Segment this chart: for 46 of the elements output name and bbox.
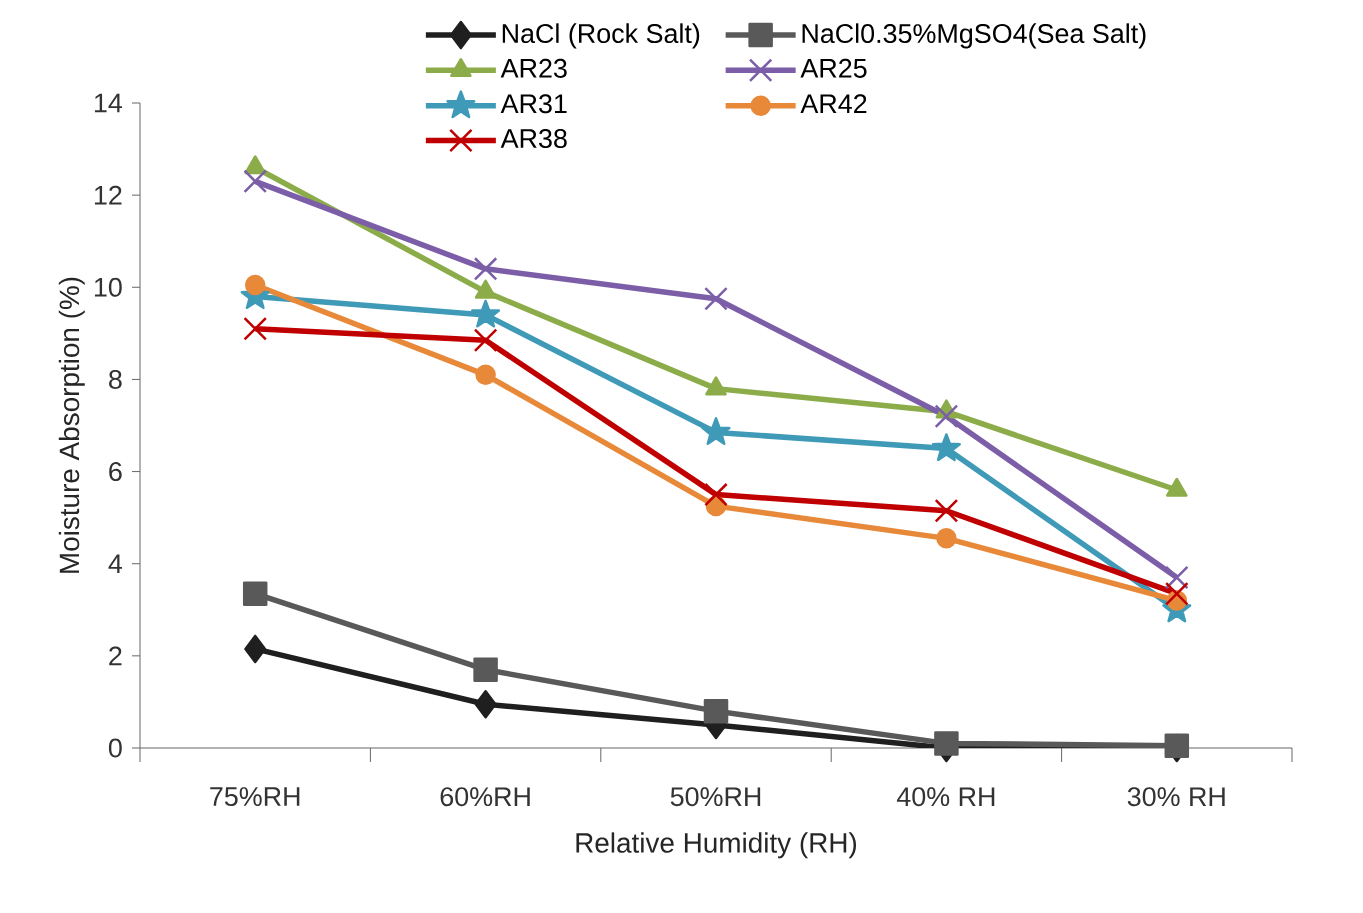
point [1164,581,1189,606]
y-tick-label: 10 [94,277,122,297]
y-tick-label: 12 [94,185,122,205]
point [701,417,731,445]
point [1164,565,1189,590]
point [474,689,497,719]
y-tick-label: 0 [108,738,122,758]
y-tick-label: 6 [109,462,122,482]
point [473,256,498,281]
legend-label: AR42 [800,94,867,114]
point [471,299,501,328]
point [1164,733,1190,758]
point [934,731,959,756]
y-tick-label: 4 [108,554,123,573]
x-axis-title: Relative Humidity (RH) [576,832,857,859]
point [473,328,498,353]
point [242,581,268,606]
point [934,404,959,429]
y-axis-title: Moisture Absorption (%) [58,277,85,573]
y-tick-label: 8 [109,369,122,389]
legend-label: AR31 [500,94,567,114]
point [475,364,496,386]
x-tick-label: 50%RH [670,787,761,807]
legend-label: AR23 [500,58,567,78]
y-tick-label: 2 [109,646,122,666]
point [934,498,959,523]
legend-label: NaCl (Rock Salt) [502,23,700,49]
x-tick-label: 40% RH [896,787,995,807]
point [703,698,729,724]
x-tick-label: 30% RH [1127,787,1225,807]
y-tick-label: 14 [94,93,123,113]
x-tick-label: 75%RH [210,787,300,807]
point [243,169,268,194]
x-tick-label: 60%RH [440,787,530,807]
legend-label: AR25 [800,58,867,78]
point [244,274,266,296]
point [936,528,957,549]
point [243,316,268,341]
point [704,286,728,311]
legend-label: AR38 [500,129,567,149]
point [244,155,266,175]
point [931,433,961,462]
point [244,634,267,664]
point [473,657,498,682]
point [704,482,728,507]
legend-label: NaCl0.35%MgSO4(Sea Salt) [802,23,1146,49]
